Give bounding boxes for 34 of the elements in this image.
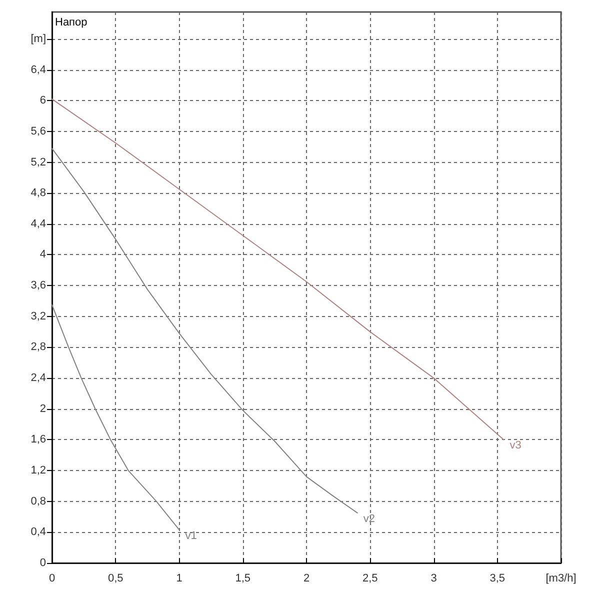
y-tick-label: 1,2	[30, 464, 46, 477]
y-tick-label: 2,8	[30, 341, 46, 354]
y-axis-title: Напор	[55, 16, 88, 28]
y-tick-label: 1,6	[30, 434, 46, 446]
series-label: v3	[510, 440, 522, 452]
x-tick-label: 3,5	[490, 572, 506, 584]
y-tick-label: 0	[40, 557, 46, 569]
y-tick-label: 2	[40, 402, 46, 415]
x-tick-label: 0	[48, 572, 56, 584]
x-tick-label: 2	[303, 572, 310, 584]
y-tick-label: 6,4	[30, 64, 46, 76]
x-tick-label: 1	[176, 572, 182, 584]
y-tick-label: 0,8	[30, 495, 46, 508]
y-tick-label: 3,2	[30, 310, 46, 322]
x-tick-label: 3	[430, 572, 437, 584]
y-tick-label: 5,2	[30, 156, 46, 168]
y-tick-label: 2,4	[30, 372, 46, 384]
x-tick-label: 1,5	[235, 572, 251, 584]
series-label: v1	[185, 530, 197, 542]
x-tick-label: 0,5	[108, 572, 124, 584]
line-series	[52, 148, 358, 514]
line-series	[52, 98, 504, 440]
series-label: v2	[363, 512, 376, 525]
y-tick-label: 6	[40, 94, 46, 107]
x-tick-label: [m3/h]	[546, 572, 576, 584]
y-tick-label: [m]	[30, 32, 46, 45]
x-tick-label: 2,5	[362, 572, 378, 584]
line-series	[52, 304, 180, 530]
y-tick-label: 5,6	[30, 125, 46, 138]
y-tick-label: 4,8	[30, 187, 46, 200]
y-tick-label: 4,4	[30, 218, 46, 230]
y-tick-label: 4	[40, 248, 46, 261]
y-tick-label: 0,4	[30, 526, 46, 538]
y-tick-label: 3,6	[30, 280, 46, 292]
